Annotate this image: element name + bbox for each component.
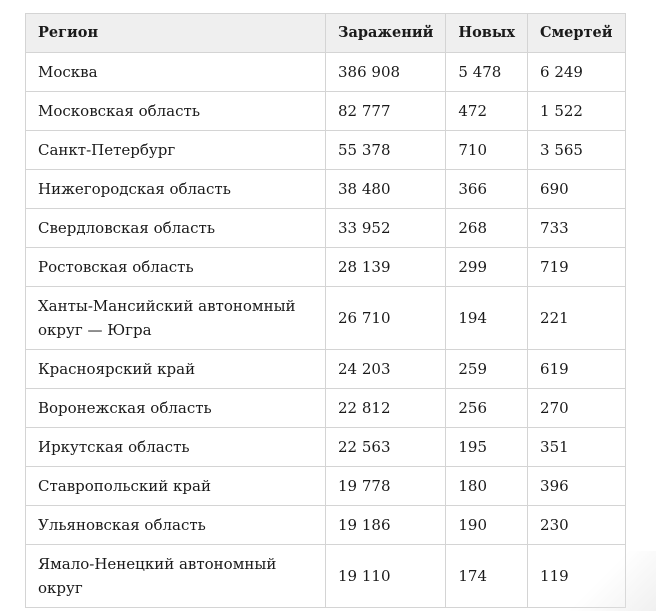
cell-cases: 19 110 <box>324 544 447 608</box>
cell-cases: 82 777 <box>324 91 447 131</box>
cell-new: 190 <box>445 505 529 545</box>
cell-deaths: 6 249 <box>527 52 626 92</box>
cell-deaths: 3 565 <box>527 130 626 170</box>
cell-deaths: 396 <box>527 466 626 506</box>
cell-cases: 386 908 <box>324 52 447 92</box>
table-row: Ставропольский край 19 778 180 396 <box>25 466 626 506</box>
cell-new: 174 <box>445 544 529 608</box>
cell-deaths: 719 <box>527 247 626 287</box>
header-cases: Заражений <box>324 13 447 53</box>
cell-cases: 19 778 <box>324 466 447 506</box>
cell-cases: 33 952 <box>324 208 447 248</box>
cell-deaths: 119 <box>527 544 626 608</box>
cell-deaths: 619 <box>527 349 626 389</box>
cell-new: 299 <box>445 247 529 287</box>
cell-region: Воронежская область <box>25 388 326 428</box>
cell-region: Красноярский край <box>25 349 326 389</box>
table-row: Иркутская область 22 563 195 351 <box>25 427 626 467</box>
cell-region: Нижегородская область <box>25 169 326 209</box>
cell-deaths: 690 <box>527 169 626 209</box>
cell-cases: 19 186 <box>324 505 447 545</box>
table-row: Москва 386 908 5 478 6 249 <box>25 52 626 92</box>
table-header-row: Регион Заражений Новых Смертей <box>25 13 626 53</box>
table-row: Нижегородская область 38 480 366 690 <box>25 169 626 209</box>
covid-regions-table: Регион Заражений Новых Смертей Москва 386… <box>25 13 626 608</box>
cell-cases: 28 139 <box>324 247 447 287</box>
cell-region: Ростовская область <box>25 247 326 287</box>
cell-new: 256 <box>445 388 529 428</box>
table-row: Ростовская область 28 139 299 719 <box>25 247 626 287</box>
table-row: Ульяновская область 19 186 190 230 <box>25 505 626 545</box>
cell-new: 195 <box>445 427 529 467</box>
cell-cases: 22 812 <box>324 388 447 428</box>
cell-cases: 38 480 <box>324 169 447 209</box>
cell-deaths: 230 <box>527 505 626 545</box>
cell-cases: 55 378 <box>324 130 447 170</box>
table-row: Ямало-Ненецкий автономный округ 19 110 174… <box>25 544 626 608</box>
header-region: Регион <box>25 13 326 53</box>
header-new: Новых <box>445 13 529 53</box>
cell-region: Ульяновская область <box>25 505 326 545</box>
cell-new: 268 <box>445 208 529 248</box>
cell-deaths: 221 <box>527 286 626 350</box>
cell-new: 472 <box>445 91 529 131</box>
cell-region: Ставропольский край <box>25 466 326 506</box>
cell-deaths: 270 <box>527 388 626 428</box>
cell-new: 259 <box>445 349 529 389</box>
cell-cases: 26 710 <box>324 286 447 350</box>
cell-region: Санкт-Петербург <box>25 130 326 170</box>
table-row: Московская область 82 777 472 1 522 <box>25 91 626 131</box>
header-deaths: Смертей <box>527 13 626 53</box>
cell-deaths: 733 <box>527 208 626 248</box>
cell-region: Московская область <box>25 91 326 131</box>
table-row: Красноярский край 24 203 259 619 <box>25 349 626 389</box>
cell-region: Ямало-Ненецкий автономный округ <box>25 544 326 608</box>
cell-new: 194 <box>445 286 529 350</box>
cell-cases: 22 563 <box>324 427 447 467</box>
cell-new: 710 <box>445 130 529 170</box>
cell-new: 366 <box>445 169 529 209</box>
cell-region: Москва <box>25 52 326 92</box>
table-row: Ханты-Мансийский автономный округ — Югра… <box>25 286 626 350</box>
covid-regions-table-container: Регион Заражений Новых Смертей Москва 386… <box>25 13 626 608</box>
cell-cases: 24 203 <box>324 349 447 389</box>
cell-region: Ханты-Мансийский автономный округ — Югра <box>25 286 326 350</box>
table-row: Воронежская область 22 812 256 270 <box>25 388 626 428</box>
table-row: Свердловская область 33 952 268 733 <box>25 208 626 248</box>
table-row: Санкт-Петербург 55 378 710 3 565 <box>25 130 626 170</box>
cell-region: Свердловская область <box>25 208 326 248</box>
cell-new: 5 478 <box>445 52 529 92</box>
cell-deaths: 1 522 <box>527 91 626 131</box>
cell-new: 180 <box>445 466 529 506</box>
cell-deaths: 351 <box>527 427 626 467</box>
cell-region: Иркутская область <box>25 427 326 467</box>
